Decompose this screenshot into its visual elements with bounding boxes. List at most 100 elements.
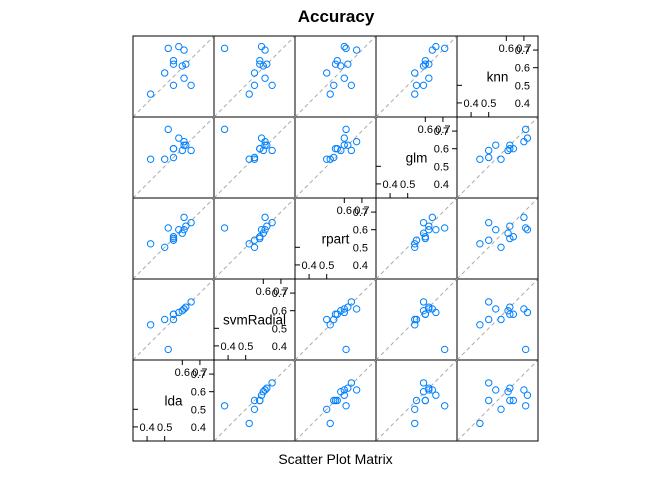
point-rpart-vs-glm-2 [412,236,421,244]
point-knn-vs-rpart-5 [337,62,345,70]
point-svmRadial-vs-lda-5 [178,306,187,315]
point-rpart-vs-glm-9 [432,225,440,234]
point-svmRadial-vs-lda-10 [180,305,188,313]
point-svmRadial-vs-lda-6 [164,345,172,354]
tick-bottom-label-svmRadial-0: 0.4 [220,341,235,353]
point-lda-vs-knn-3 [492,386,500,394]
point-lda-vs-svmRadial-10 [261,386,269,394]
point-lda-vs-svmRadial-2 [250,396,259,405]
point-knn-vs-glm-9 [432,42,440,51]
reference-line-svmRadial-vs-glm [375,278,458,361]
point-svmRadial-vs-glm-10 [428,305,437,313]
point-glm-vs-svmRadial-10 [261,137,269,146]
point-glm-vs-svmRadial-5 [259,146,268,155]
point-svmRadial-vs-knn-4 [509,310,518,318]
point-lda-vs-rpart-11 [322,405,331,414]
point-svmRadial-vs-knn-6 [521,345,530,354]
tick-right-label-svmRadial-0: 0.4 [272,341,287,353]
tick-bottom-label-knn-0: 0.4 [463,98,478,110]
point-glm-vs-knn-8 [506,144,514,153]
point-lda-vs-knn-5 [504,387,512,396]
point-glm-vs-lda-3 [180,141,188,149]
reference-line-rpart-vs-knn [456,197,539,280]
diag-label-svmRadial: svmRadial [223,313,286,328]
point-lda-vs-glm-5 [419,387,428,396]
point-knn-vs-lda-11 [160,69,169,77]
point-rpart-vs-knn-9 [523,225,532,234]
point-svmRadial-vs-lda-0 [182,303,190,311]
point-rpart-vs-knn-3 [492,225,500,234]
point-lda-vs-svmRadial-6 [220,402,229,410]
point-lda-vs-knn-10 [520,386,528,394]
point-rpart-vs-knn-5 [504,229,512,237]
point-knn-vs-lda-3 [180,74,188,82]
tick-top-label-glm-1: 0.7 [435,124,450,136]
point-lda-vs-svmRadial-0 [263,384,271,392]
point-glm-vs-knn-4 [509,144,518,153]
point-lda-vs-knn-4 [509,396,518,405]
tick-right-high-label-rpart-0: 0.6 [353,225,368,237]
point-lda-vs-svmRadial-5 [259,387,268,396]
reference-line-glm-vs-lda [132,116,215,199]
tick-bottom-label-glm-0: 0.4 [382,179,397,191]
point-rpart-vs-svmRadial-9 [257,225,266,234]
point-knn-vs-rpart-2 [330,81,338,90]
tick-top-label-rpart-1: 0.7 [354,205,369,217]
point-rpart-vs-glm-6 [440,224,449,232]
point-knn-vs-rpart-8 [331,60,340,68]
point-knn-vs-svmRadial-2 [250,81,259,90]
point-glm-vs-rpart-2 [330,153,338,162]
point-lda-vs-glm-11 [411,405,419,414]
point-lda-vs-rpart-10 [352,386,361,394]
point-glm-vs-svmRadial-3 [261,141,269,149]
point-glm-vs-lda-9 [175,134,183,142]
tick-bottom-label-lda-0: 0.4 [139,422,154,434]
reference-line-svmRadial-vs-lda [132,278,215,361]
diag-label-knn: knn [487,70,509,85]
point-lda-vs-knn-6 [521,402,530,410]
point-lda-vs-svmRadial-9 [257,391,266,399]
point-glm-vs-rpart-9 [340,134,349,142]
point-svmRadial-vs-glm-7 [419,298,428,306]
point-svmRadial-vs-rpart-5 [337,306,345,315]
point-rpart-vs-knn-8 [506,234,514,243]
point-svmRadial-vs-glm-3 [425,305,433,313]
point-knn-vs-glm-1 [411,90,419,98]
point-rpart-vs-glm-11 [411,243,419,252]
point-rpart-vs-svmRadial-6 [220,224,229,232]
point-svmRadial-vs-lda-9 [175,308,183,317]
reference-line-lda-vs-rpart [294,359,377,442]
point-glm-vs-knn-9 [523,134,532,142]
point-rpart-vs-svmRadial-2 [250,236,259,244]
point-knn-vs-svmRadial-10 [261,46,269,54]
point-svmRadial-vs-knn-3 [492,305,500,313]
tick-top-label-rpart-0: 0.6 [337,205,352,217]
point-rpart-vs-glm-10 [428,213,437,222]
point-glm-vs-rpart-7 [347,146,356,155]
point-lda-vs-glm-6 [440,402,449,410]
reference-line-rpart-vs-svmRadial [213,197,296,280]
point-knn-vs-glm-2 [412,81,421,90]
point-lda-vs-glm-8 [421,396,430,405]
point-knn-vs-rpart-4 [333,56,341,65]
point-glm-vs-knn-10 [520,137,528,146]
point-knn-vs-lda-2 [169,81,178,90]
diag-label-lda: lda [164,394,183,409]
point-rpart-vs-lda-7 [187,218,195,227]
point-rpart-vs-knn-6 [521,224,530,232]
point-knn-vs-svmRadial-4 [256,56,264,65]
point-knn-vs-glm-4 [421,56,430,65]
point-rpart-vs-svmRadial-8 [256,234,264,243]
tick-right-high-label-knn-0: 0.6 [515,63,530,75]
point-lda-vs-rpart-0 [344,384,352,392]
point-knn-vs-svmRadial-8 [256,60,264,68]
tick-right-label-rpart-1: 0.5 [353,242,368,254]
reference-line-knn-vs-glm [375,35,458,118]
tick-bottom-label-lda-1: 0.5 [157,422,172,434]
tick-right-high-label-svmRadial-0: 0.6 [272,306,287,318]
point-lda-vs-rpart-3 [340,386,349,394]
point-rpart-vs-svmRadial-1 [245,240,253,248]
point-glm-vs-knn-1 [476,155,484,163]
